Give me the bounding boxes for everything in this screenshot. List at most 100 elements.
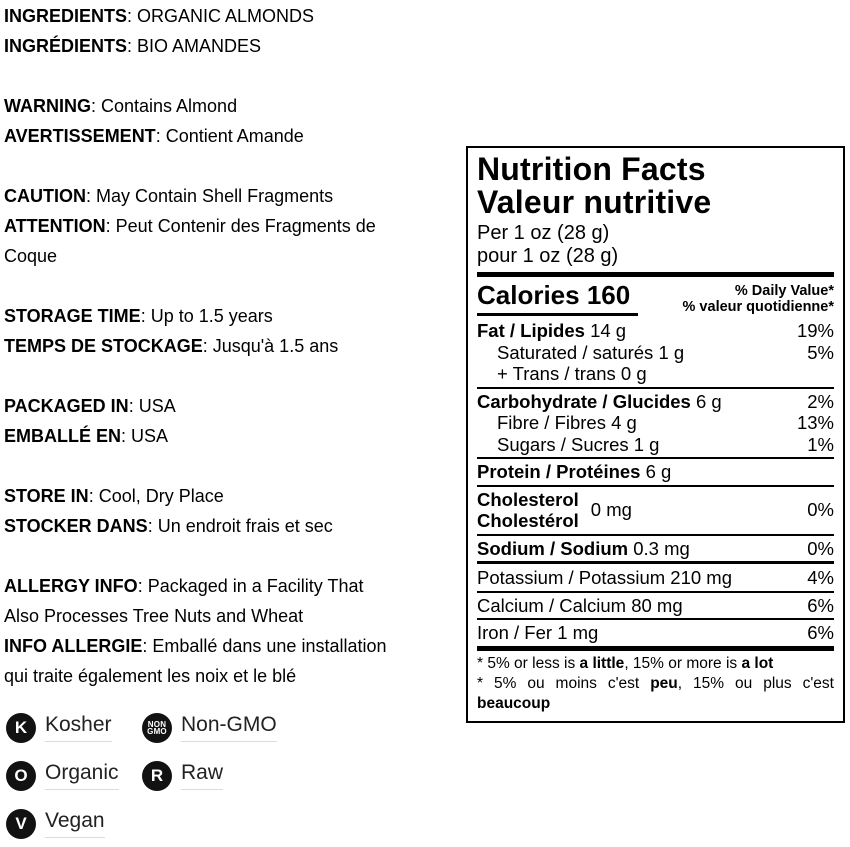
info-label: INFO ALLERGIE xyxy=(4,636,143,656)
info-line: ALLERGY INFO: Packaged in a Facility Tha… xyxy=(4,571,462,601)
nf-rule xyxy=(477,533,834,536)
info-line: STORAGE TIME: Up to 1.5 years xyxy=(4,301,462,331)
nf-saturated-label: Saturated / saturés 1 g xyxy=(497,341,685,363)
nf-fibre-dv: 13% xyxy=(796,412,834,433)
nf-potassium-dv: 4% xyxy=(807,567,834,588)
info-line: PACKAGED IN: USA xyxy=(4,391,462,421)
nf-fibre-label: Fibre / Fibres 4 g xyxy=(497,412,637,433)
info-line: Also Processes Tree Nuts and Wheat xyxy=(4,601,462,631)
nf-row-cholesterol: Cholesterol Cholestérol 0 mg 0% xyxy=(477,489,834,532)
nf-rule xyxy=(477,590,834,593)
info-line: TEMPS DE STOCKAGE: Jusqu'à 1.5 ans xyxy=(4,331,462,361)
info-line: qui traite également les noix et le blé xyxy=(4,661,462,691)
nf-cholesterol-en: Cholesterol xyxy=(477,488,579,510)
non-gmo-icon: NON GMO xyxy=(142,713,172,743)
info-label: STORAGE TIME xyxy=(4,306,141,326)
nf-calories-row: Calories 160 % Daily Value* % valeur quo… xyxy=(477,282,834,316)
info-text: : Contains Almond xyxy=(91,96,238,116)
info-text: : May Contain Shell Fragments xyxy=(86,186,334,206)
badge-non-gmo: NON GMO Non-GMO xyxy=(142,713,277,743)
vegan-icon: V xyxy=(6,809,36,839)
nf-footnote-fr-bold1: peu xyxy=(650,674,678,692)
info-line: Coque xyxy=(4,241,462,271)
nf-row-sodium: Sodium / Sodium 0.3 mg 0% xyxy=(477,538,834,560)
nf-carb-amount: 6 g xyxy=(695,390,722,412)
info-text: : ORGANIC ALMONDS xyxy=(127,6,315,26)
nf-row-sugars: Sugars / Sucres 1 g 1% xyxy=(477,434,834,456)
info-text: : Jusqu'à 1.5 ans xyxy=(202,336,339,356)
nf-footnote-fr-bold2: beaucoup xyxy=(477,694,551,712)
nf-footnote-fr: * 5% ou moins c'est peu, 15% ou plus c'e… xyxy=(477,674,834,694)
nf-footnote-fr-cont: beaucoup xyxy=(477,694,834,714)
info-label: WARNING xyxy=(4,96,91,116)
info-section-store-in: STORE IN: Cool, Dry Place STOCKER DANS: … xyxy=(4,481,462,541)
nf-calories-label: Calories xyxy=(477,280,580,310)
info-text: qui traite également les noix et le blé xyxy=(4,666,297,686)
nf-footnote-fr-text: * 5% ou moins c'est xyxy=(477,674,651,692)
nf-daily-value-header: % Daily Value* % valeur quotidienne* xyxy=(683,282,834,315)
nf-row-trans: + Trans / trans 0 g xyxy=(477,363,834,385)
info-text: : Up to 1.5 years xyxy=(140,306,273,326)
nf-sodium-amount: 0.3 mg xyxy=(633,537,690,559)
nf-cholesterol-labels: Cholesterol Cholestérol xyxy=(477,489,579,532)
nf-title-fr: Valeur nutritive xyxy=(477,184,712,220)
nf-protein-name: Protein / Protéines xyxy=(477,461,641,482)
nf-rule xyxy=(477,457,834,459)
nf-footnote-fr-text2: , 15% ou plus c'est xyxy=(677,674,834,692)
info-section-warning: WARNING: Contains Almond AVERTISSEMENT: … xyxy=(4,91,462,151)
badge-organic: O Organic xyxy=(6,761,119,791)
info-line: EMBALLÉ EN: USA xyxy=(4,421,462,451)
nf-title-en: Nutrition Facts xyxy=(477,151,706,187)
nf-calories: Calories 160 xyxy=(477,280,639,316)
non-gmo-icon-bottom: GMO xyxy=(147,727,167,736)
info-label: TEMPS DE STOCKAGE xyxy=(4,336,203,356)
badge-label: Raw xyxy=(181,762,224,790)
nf-iron-label: Iron / Fer 1 mg xyxy=(477,622,599,643)
nf-carb-name: Carbohydrate / Glucides xyxy=(477,390,691,412)
nf-rule-bottom xyxy=(477,645,834,651)
nf-serving-fr: pour 1 oz (28 g) xyxy=(477,245,619,267)
info-label: EMBALLÉ EN xyxy=(4,426,121,446)
info-line: INFO ALLERGIE: Emballé dans une installa… xyxy=(4,631,462,661)
nf-footnote-en: * 5% or less is a little, 15% or more is… xyxy=(477,654,834,674)
info-text: : Un endroit frais et sec xyxy=(147,516,333,536)
raw-icon: R xyxy=(142,761,172,791)
nf-protein-amount: 6 g xyxy=(645,461,672,482)
info-label: STORE IN xyxy=(4,486,89,506)
non-gmo-icon-top: NON xyxy=(147,719,167,729)
info-text: : USA xyxy=(128,396,176,416)
info-line: WARNING: Contains Almond xyxy=(4,91,462,121)
nf-protein-label: Protein / Protéines 6 g xyxy=(477,461,671,483)
info-label: ALLERGY INFO xyxy=(4,576,138,596)
nf-footnote-en-text2: , 15% or more is xyxy=(624,654,742,672)
nf-row-saturated: Saturated / saturés 1 g 5% xyxy=(477,342,834,364)
badge-label: Non-GMO xyxy=(181,714,277,742)
nf-row-iron: Iron / Fer 1 mg 6% xyxy=(477,622,834,644)
certification-badges: K Kosher NON GMO Non-GMO O Organic R Raw… xyxy=(6,710,346,845)
nf-rule xyxy=(477,484,834,487)
nf-fat-amount: 14 g xyxy=(590,320,627,341)
badge-label: Kosher xyxy=(45,714,112,742)
nf-cholesterol-dv: 0% xyxy=(807,499,834,521)
organic-icon: O xyxy=(6,761,36,791)
nf-potassium-label: Potassium / Potassium 210 mg xyxy=(477,567,732,588)
nf-rule-medium xyxy=(477,561,834,564)
info-section-allergy: ALLERGY INFO: Packaged in a Facility Tha… xyxy=(4,571,462,691)
nf-fat-dv: 19% xyxy=(796,320,834,341)
info-text: : Packaged in a Facility That xyxy=(137,576,364,596)
nf-row-potassium: Potassium / Potassium 210 mg 4% xyxy=(477,567,834,589)
info-label: PACKAGED IN xyxy=(4,396,129,416)
nf-calcium-label: Calcium / Calcium 80 mg xyxy=(477,594,683,616)
nf-row-fat: Fat / Lipides 14 g 19% xyxy=(477,320,834,342)
nf-sodium-label: Sodium / Sodium 0.3 mg xyxy=(477,538,690,560)
nf-carb-label: Carbohydrate / Glucides 6 g xyxy=(477,391,722,413)
nf-serving-en: Per 1 oz (28 g) xyxy=(477,222,610,244)
info-line: INGRÉDIENTS: BIO AMANDES xyxy=(4,31,462,61)
nf-fat-label: Fat / Lipides 14 g xyxy=(477,320,626,342)
nf-rule-top xyxy=(477,272,834,277)
info-section-ingredients: INGREDIENTS: ORGANIC ALMONDS INGRÉDIENTS… xyxy=(4,1,462,61)
info-line: INGREDIENTS: ORGANIC ALMONDS xyxy=(4,1,462,31)
nf-trans-label: + Trans / trans 0 g xyxy=(497,363,647,384)
badge-label: Vegan xyxy=(45,810,105,838)
nutrition-facts-panel: Nutrition Facts Valeur nutritive Per 1 o… xyxy=(466,146,845,723)
